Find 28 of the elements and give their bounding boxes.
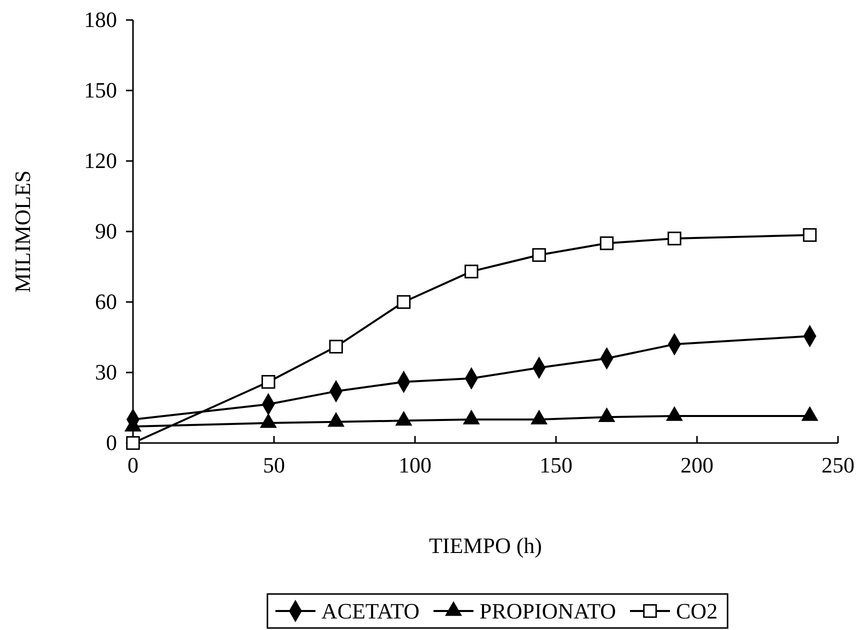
point [396,412,412,426]
legend-label: PROPIONATO [479,598,616,624]
x-tick-label: 100 [398,452,432,478]
point [600,236,614,250]
point [329,340,343,354]
x-tick-label: 0 [128,452,138,478]
y-tick-label: 150 [84,78,117,103]
x-tick-label: 50 [263,452,285,478]
x-axis-title: TIEMPO (h) [428,533,542,558]
legend-label: ACETATO [321,598,420,624]
point [668,232,682,246]
x-tick-label: 250 [822,452,854,478]
legend-label: CO2 [676,598,718,624]
y-tick-label: 90 [95,218,117,244]
y-tick-label: 30 [95,360,117,385]
point [802,228,817,242]
x-tick-label: 150 [540,452,572,478]
y-tick-label: 180 [84,7,117,32]
point [464,264,478,278]
point [396,295,411,309]
y-tick-label: 120 [84,148,117,174]
point [598,408,615,422]
y-axis-title: MILIMOLES [10,170,35,293]
point [261,375,276,389]
y-tick-label: 60 [95,289,117,314]
point [532,248,546,262]
x-tick-label: 200 [680,452,714,478]
y-tick-label: 0 [106,430,117,456]
